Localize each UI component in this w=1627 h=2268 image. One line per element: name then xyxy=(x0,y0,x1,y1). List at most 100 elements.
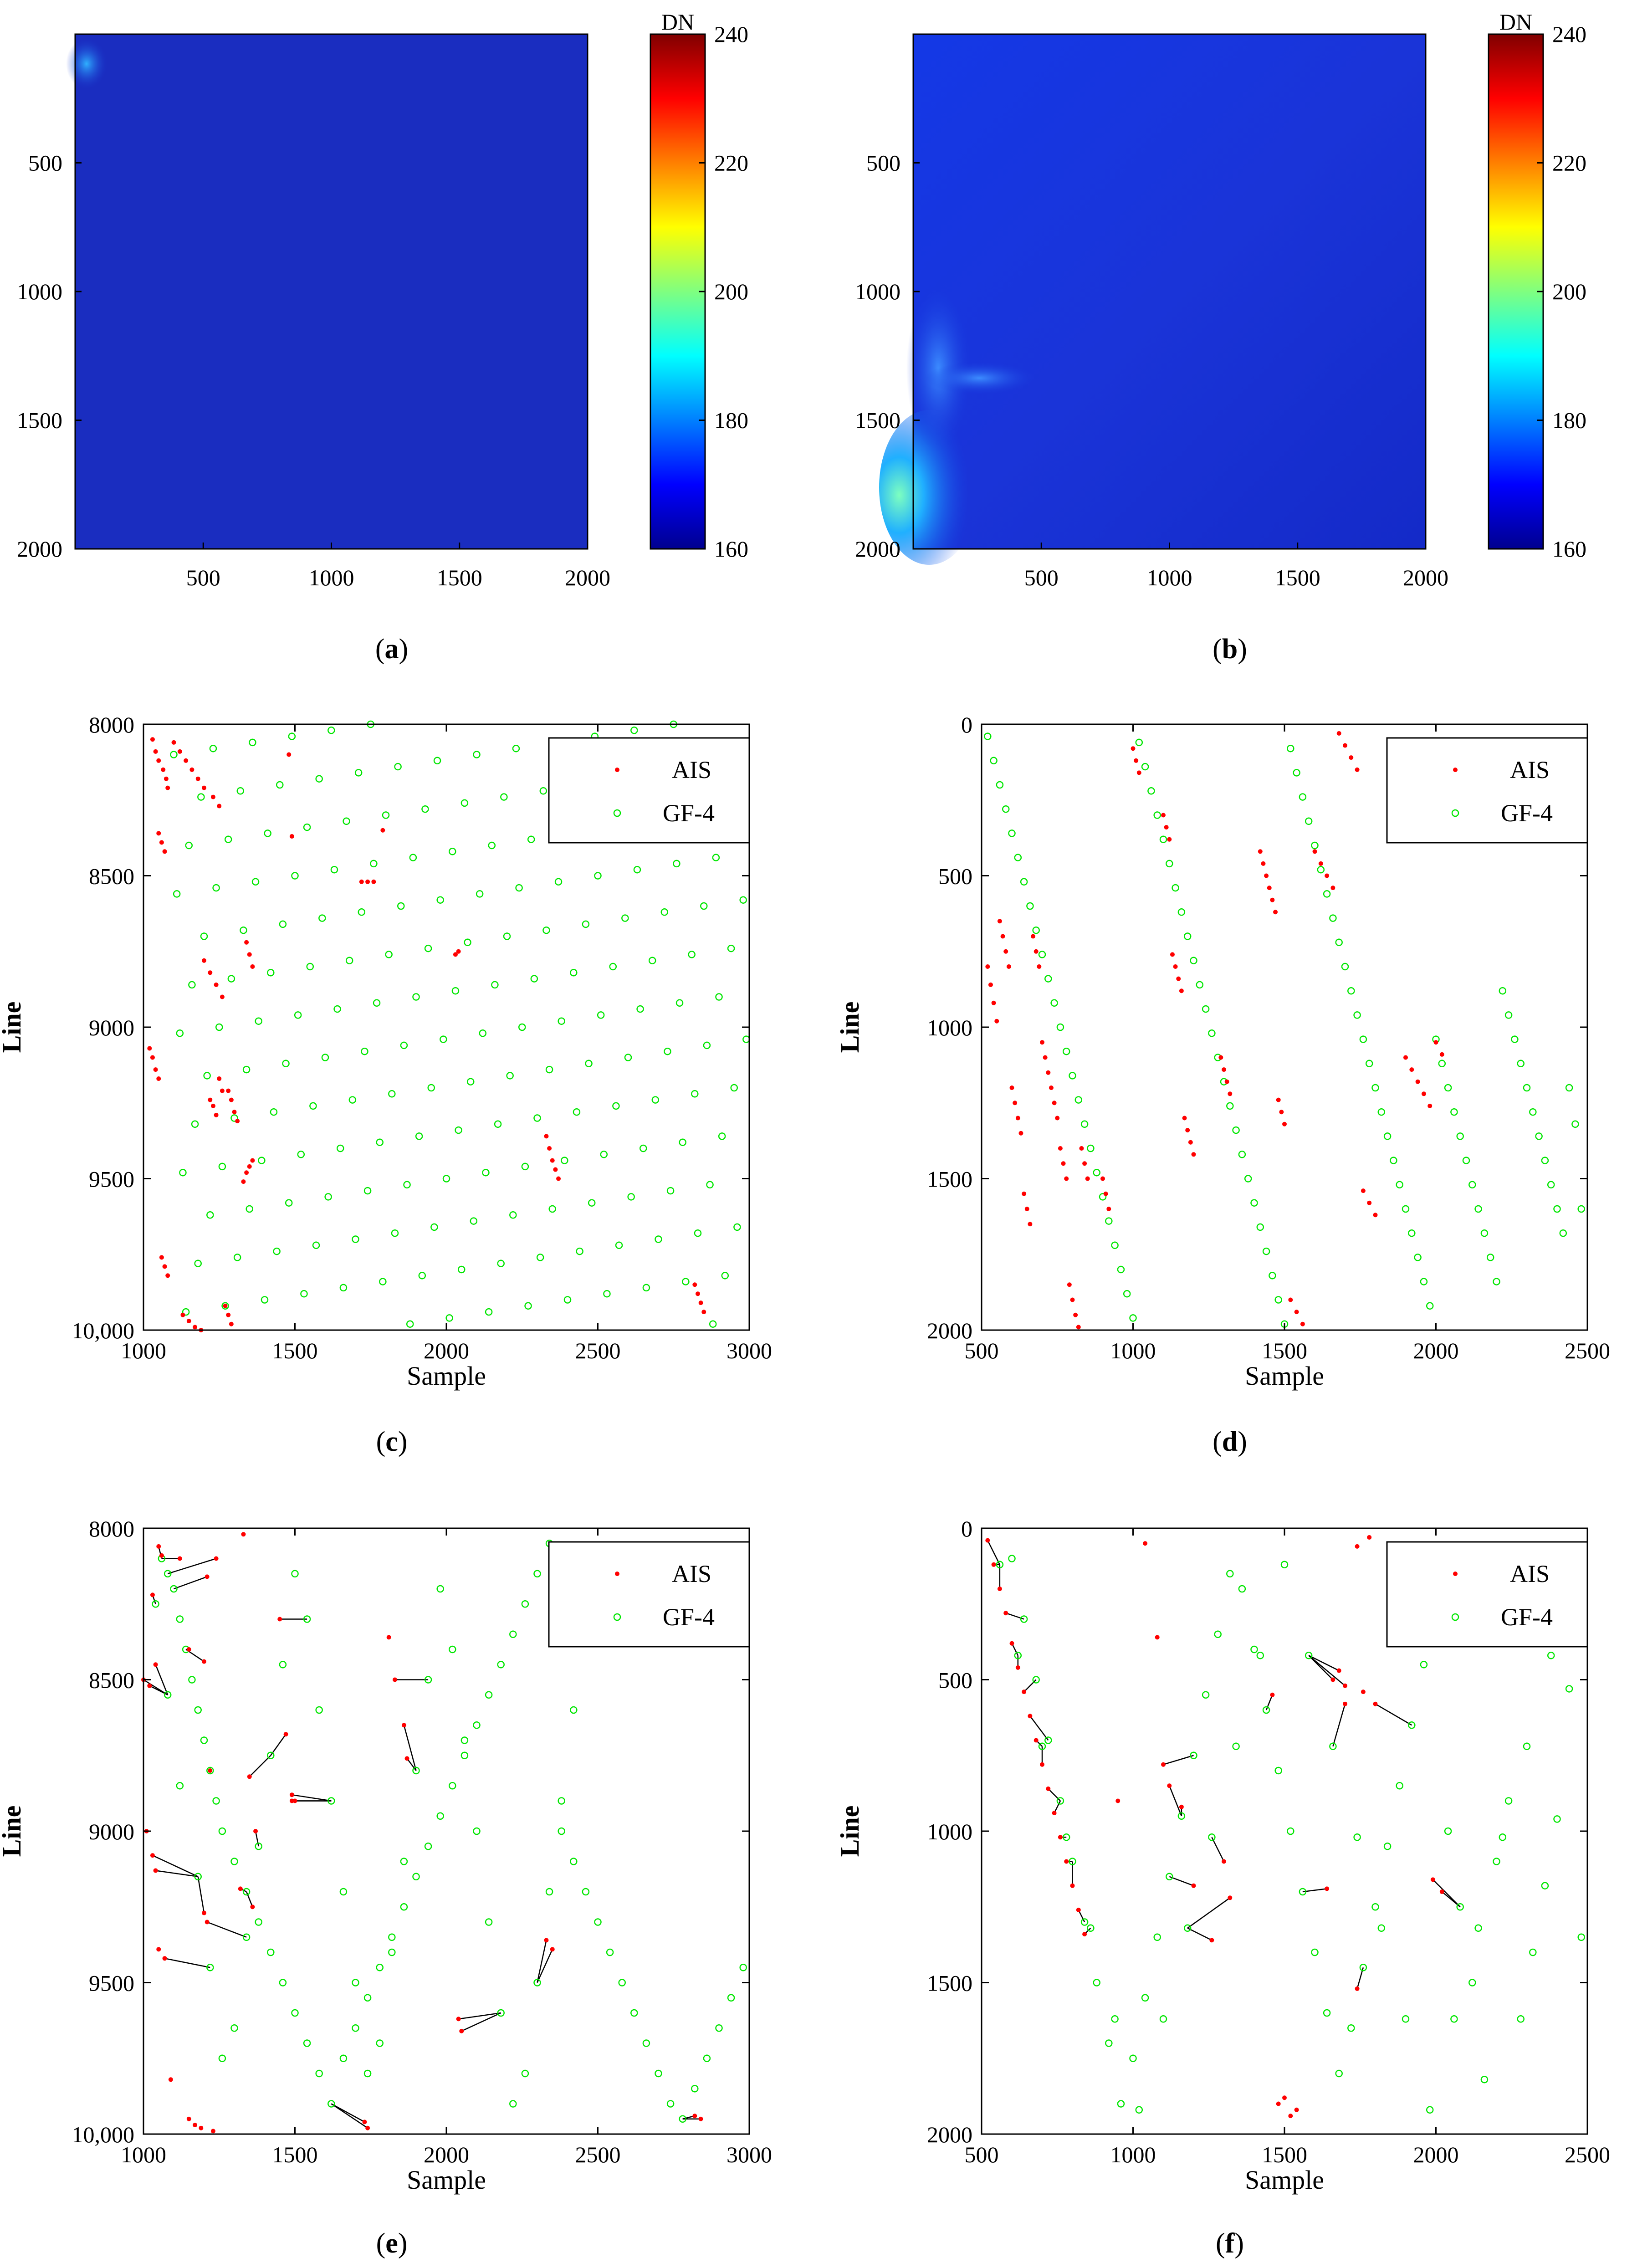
y-tick-label: 500 xyxy=(938,864,972,889)
ais-point xyxy=(1136,770,1141,775)
gf4-point xyxy=(449,1782,456,1790)
ais-point xyxy=(226,1312,231,1317)
gf4-point xyxy=(642,2039,650,2047)
gf4-point xyxy=(1014,1652,1022,1659)
gf4-point xyxy=(640,1144,647,1152)
gf4-point xyxy=(1529,1948,1537,1956)
gf4-point xyxy=(200,932,208,940)
gf4-point xyxy=(1020,878,1028,886)
gf4-point xyxy=(230,1858,238,1865)
gf4-point xyxy=(433,757,441,765)
gf4-point xyxy=(1438,1060,1446,1068)
gf4-point xyxy=(424,1843,432,1850)
legend-ais-marker xyxy=(1453,768,1458,772)
ais-point xyxy=(1167,837,1172,842)
ais-point xyxy=(208,970,213,975)
gf4-point xyxy=(315,775,323,783)
match-line xyxy=(1441,1891,1461,1908)
gf4-point xyxy=(1577,1933,1585,1941)
ais-point xyxy=(1040,1762,1044,1767)
ais-point xyxy=(1079,1146,1084,1151)
gf4-point xyxy=(1347,2024,1355,2032)
gf4-point xyxy=(1008,1555,1016,1562)
match-line xyxy=(1187,1927,1212,1941)
ais-point xyxy=(1170,952,1175,957)
gf4-point xyxy=(1232,1742,1240,1751)
gf4-point xyxy=(533,1570,541,1577)
gf4-point xyxy=(548,1205,556,1213)
gf4-point xyxy=(1377,1108,1386,1116)
ais-point xyxy=(1409,1067,1414,1072)
ais-point xyxy=(1270,897,1275,902)
gf4-point xyxy=(521,2069,529,2078)
gf4-point xyxy=(1414,1254,1422,1261)
gf4-point xyxy=(218,2054,226,2062)
gf4-point xyxy=(1177,908,1186,916)
gf4-point xyxy=(739,896,747,904)
ais-point xyxy=(1439,1052,1444,1057)
gf4-point xyxy=(612,1102,620,1110)
gf4-point xyxy=(179,1168,187,1177)
gf4-point xyxy=(603,1290,611,1298)
gf4-point xyxy=(718,1132,726,1140)
gf4-point xyxy=(312,1241,320,1249)
ais-point xyxy=(698,2116,703,2121)
gf4-point xyxy=(291,2009,299,2017)
gf4-point xyxy=(449,1645,456,1654)
gf4-point xyxy=(1493,1278,1500,1285)
x-tick-label: 3000 xyxy=(727,1338,772,1363)
gf4-point xyxy=(488,841,496,850)
legend-gf4-label: GF-4 xyxy=(663,799,715,827)
gf4-point xyxy=(1256,1652,1264,1659)
gf4-point xyxy=(1069,1072,1076,1080)
gf4-point xyxy=(358,908,366,916)
ais-point xyxy=(1343,743,1347,748)
gf4-point xyxy=(203,1072,211,1080)
ais-point xyxy=(1330,1677,1335,1682)
gf4-point xyxy=(621,914,629,922)
ais-point xyxy=(1164,825,1169,830)
gf4-point xyxy=(509,1211,517,1219)
y-tick-label: 2000 xyxy=(927,2122,972,2147)
gf4-point xyxy=(664,1047,671,1055)
ais-point xyxy=(277,1617,282,1622)
gf4-point xyxy=(730,1084,738,1092)
ais-point xyxy=(165,1273,170,1278)
ais-point xyxy=(404,1756,409,1761)
match-line xyxy=(331,2103,368,2129)
ais-point xyxy=(220,1088,225,1093)
x-tick-label: 2000 xyxy=(1413,2142,1459,2167)
gf4-point xyxy=(1420,1661,1428,1669)
gf4-point xyxy=(442,1175,450,1183)
ais-point xyxy=(456,949,461,954)
gf4-point xyxy=(1305,817,1313,825)
ais-point xyxy=(1224,1079,1229,1084)
gf4-point xyxy=(194,1706,202,1714)
gf4-point xyxy=(206,1964,214,1971)
ais-point xyxy=(283,1732,288,1737)
gf4-point xyxy=(1183,932,1192,940)
ais-point xyxy=(1336,1668,1341,1673)
gf4-point xyxy=(1450,2015,1458,2023)
match-line xyxy=(1375,1703,1412,1726)
gf4-point xyxy=(460,799,469,807)
ais-point xyxy=(1034,949,1039,954)
gf4-point xyxy=(1402,1205,1410,1213)
gf4-point xyxy=(1504,1797,1513,1805)
ais-point xyxy=(1191,1883,1196,1888)
ais-point xyxy=(695,1291,700,1296)
gf4-point xyxy=(303,2039,311,2047)
gf4-point xyxy=(1080,1918,1089,1926)
gf4-point xyxy=(376,1138,384,1146)
gf4-point xyxy=(224,835,232,843)
legend-gf4-marker xyxy=(1451,809,1459,817)
gf4-point xyxy=(327,2100,335,2108)
gf4-point xyxy=(373,999,381,1007)
legend-gf4-marker xyxy=(613,1613,621,1621)
gf4-point xyxy=(615,1241,623,1249)
match-line xyxy=(1308,1655,1346,1686)
match-line xyxy=(270,1734,287,1756)
gf4-point xyxy=(491,981,499,989)
ais-point xyxy=(287,752,292,757)
ais-point xyxy=(156,831,161,836)
